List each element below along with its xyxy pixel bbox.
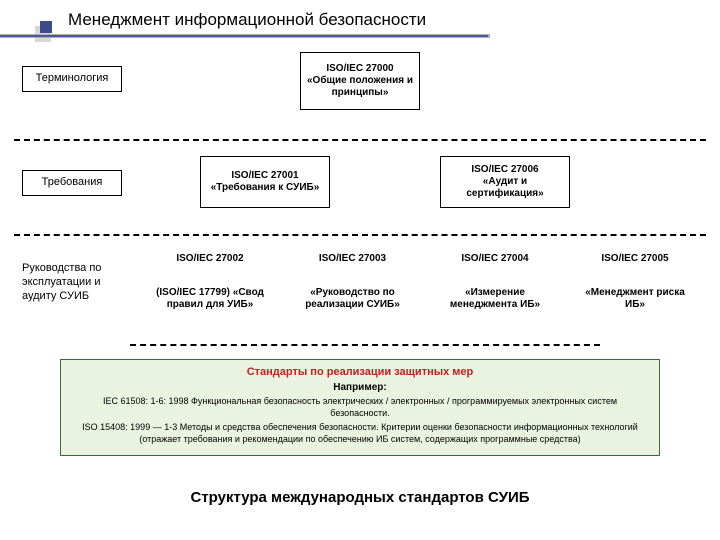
banner-line-2: ISO 15408: 1999 — 1-3 Методы и средства … <box>81 422 639 445</box>
iso27004-head-text: ISO/IEC 27004 <box>461 253 528 265</box>
box-iso27006-sub: «Аудит и сертификация» <box>445 176 565 200</box>
box-iso27006: ISO/IEC 27006 «Аудит и сертификация» <box>440 156 570 208</box>
divider-1 <box>14 139 706 141</box>
slide-footer: Структура международных стандартов СУИБ <box>0 489 720 506</box>
divider-2 <box>14 234 706 236</box>
iso27005-head-text: ISO/IEC 27005 <box>601 253 668 265</box>
divider-3 <box>130 344 600 346</box>
iso27003-head-text: ISO/IEC 27003 <box>319 253 386 265</box>
banner-example-label: Например: <box>81 382 639 393</box>
box-iso27002-head: ISO/IEC 27002 <box>150 249 270 269</box>
box-iso27003-sub: «Руководство по реализации СУИБ» <box>290 276 415 322</box>
iso27004-sub-text: «Измерение менеджмента ИБ» <box>439 287 551 311</box>
standards-banner: Стандарты по реализации защитных мер Нап… <box>60 359 660 456</box>
slide-header: Менеджмент информационной безопасности <box>0 0 720 44</box>
box-iso27006-head: ISO/IEC 27006 <box>471 164 538 176</box>
slide-title: Менеджмент информационной безопасности <box>68 10 426 30</box>
box-iso27005-sub: «Менеджмент риска ИБ» <box>575 276 695 322</box>
box-iso27004-head: ISO/IEC 27004 <box>435 249 555 269</box>
header-rule <box>0 35 488 37</box>
box-iso27000: ISO/IEC 27000 «Общие положения и принцип… <box>300 52 420 110</box>
box-iso27001-sub: «Требования к СУИБ» <box>211 182 320 194</box>
row-label-requirements: Требования <box>22 170 122 196</box>
banner-title: Стандарты по реализации защитных мер <box>81 366 639 378</box>
box-iso27005-head: ISO/IEC 27005 <box>575 249 695 269</box>
iso27003-sub-text: «Руководство по реализации СУИБ» <box>294 287 411 311</box>
banner-line-1: IEC 61508: 1-6: 1998 Функциональная безо… <box>81 396 639 419</box>
box-iso27003-head: ISO/IEC 27003 <box>290 249 415 269</box>
box-iso27000-sub: «Общие положения и принципы» <box>305 75 415 99</box>
iso27002-head-text: ISO/IEC 27002 <box>176 253 243 265</box>
diagram-canvas: Терминология ISO/IEC 27000 «Общие положе… <box>0 44 720 514</box>
row-label-guides: Руководства по эксплуатации и аудиту СУИ… <box>22 262 132 303</box>
row-label-terminology-text: Терминология <box>36 72 109 85</box>
box-iso27001: ISO/IEC 27001 «Требования к СУИБ» <box>200 156 330 208</box>
box-iso27000-head: ISO/IEC 27000 <box>326 63 393 75</box>
box-iso27002-sub: (ISO/IEC 17799) «Свод правил для УИБ» <box>150 276 270 322</box>
box-iso27004-sub: «Измерение менеджмента ИБ» <box>435 276 555 322</box>
iso27005-sub-text: «Менеджмент риска ИБ» <box>579 287 691 311</box>
iso27002-sub-text: (ISO/IEC 17799) «Свод правил для УИБ» <box>154 287 266 311</box>
box-iso27001-head: ISO/IEC 27001 <box>231 170 298 182</box>
row-label-terminology: Терминология <box>22 66 122 92</box>
row-label-requirements-text: Требования <box>42 176 103 189</box>
